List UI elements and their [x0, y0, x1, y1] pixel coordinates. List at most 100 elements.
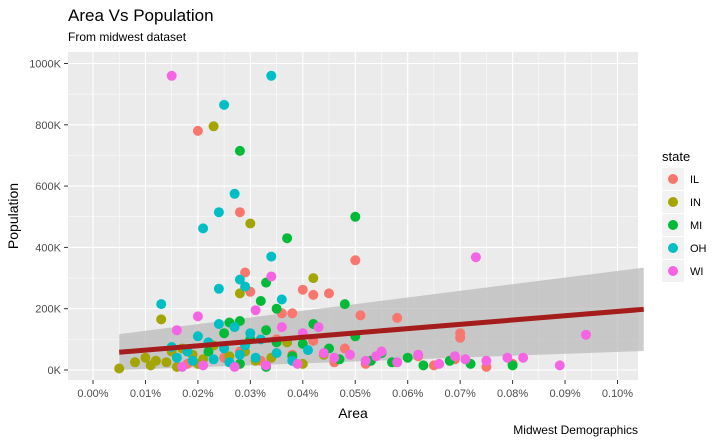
y-tick-label: 400K: [35, 242, 61, 254]
chart-subtitle: From midwest dataset: [68, 30, 187, 44]
data-point-wi: [318, 348, 329, 359]
data-point-mi: [339, 299, 350, 310]
data-point-mi: [507, 360, 518, 371]
data-point-il: [350, 255, 361, 266]
confidence-band: [119, 267, 644, 370]
legend-label: IN: [690, 197, 701, 209]
data-point-wi: [434, 358, 445, 369]
data-point-oh: [213, 207, 224, 218]
data-point-wi: [198, 360, 209, 371]
data-point-wi: [329, 352, 340, 363]
data-point-oh: [245, 328, 256, 339]
y-axis-title: Population: [5, 183, 21, 249]
data-point-mi: [219, 328, 230, 339]
x-tick-label: 0.00%: [77, 388, 108, 400]
y-tick-label: 600K: [35, 181, 61, 193]
x-tick-label: 0.06%: [392, 388, 423, 400]
trend-line: [119, 306, 644, 355]
x-tick-label: 0.08%: [497, 388, 528, 400]
data-point-mi: [203, 346, 214, 357]
data-point-wi: [460, 354, 471, 365]
data-point-oh: [187, 355, 198, 366]
data-point-oh: [192, 331, 203, 342]
legend-swatch: [668, 220, 678, 230]
data-point-oh: [229, 188, 240, 199]
chart-title: Area Vs Population: [68, 6, 214, 25]
data-point-oh: [213, 283, 224, 294]
data-point-mi: [350, 211, 361, 222]
data-point-wi: [502, 352, 513, 363]
legend-swatch: [668, 174, 678, 184]
x-tick-label: 0.04%: [287, 388, 318, 400]
data-point-in: [140, 352, 151, 363]
data-point-wi: [345, 349, 355, 360]
data-point-wi: [192, 311, 203, 322]
x-tick-label: 0.10%: [602, 388, 633, 400]
data-point-wi: [276, 322, 287, 333]
data-point-wi: [250, 305, 261, 316]
legend-swatch: [668, 197, 678, 207]
data-point-wi: [292, 358, 303, 369]
x-axis-ticks: 0.00% 0.01% 0.02% 0.03% 0.04% 0.05% 0.06% 0.07%…: [77, 380, 633, 400]
y-tick-label: 0K: [48, 365, 62, 377]
legend-swatch: [668, 243, 678, 253]
data-point-il: [308, 289, 319, 300]
legend-swatch: [668, 266, 678, 276]
data-point-in: [156, 314, 167, 325]
data-point-il: [240, 267, 251, 278]
data-point-wi: [261, 360, 272, 371]
data-point-oh: [303, 345, 313, 356]
data-point-oh: [234, 274, 245, 285]
data-point-wi: [171, 325, 182, 336]
data-point-il: [324, 288, 334, 299]
data-point-mi: [282, 233, 293, 244]
x-tick-label: 0.01%: [130, 388, 161, 400]
data-point-oh: [276, 294, 287, 305]
data-point-in: [114, 363, 125, 374]
x-axis-title: Area: [338, 405, 368, 421]
data-point-wi: [392, 357, 403, 368]
legend-label: OH: [690, 243, 707, 255]
data-point-oh: [219, 99, 230, 110]
data-point-wi: [554, 360, 565, 371]
data-point-wi: [266, 271, 277, 282]
data-point-wi: [449, 351, 460, 362]
data-point-mi: [402, 352, 413, 363]
data-point-wi: [360, 355, 371, 366]
scatter-points: [114, 70, 591, 374]
data-point-oh: [271, 348, 282, 359]
x-tick-label: 0.05%: [340, 388, 371, 400]
data-point-oh: [213, 319, 224, 329]
data-point-mi: [261, 325, 272, 336]
data-point-il: [355, 310, 366, 321]
data-point-oh: [234, 349, 245, 360]
data-point-wi: [166, 70, 177, 81]
data-point-in: [145, 360, 156, 371]
data-point-il: [392, 312, 403, 323]
data-point-oh: [250, 352, 261, 363]
data-point-mi: [271, 303, 282, 314]
data-point-il: [455, 332, 466, 343]
data-point-oh: [266, 70, 277, 81]
data-point-in: [130, 357, 140, 368]
y-tick-label: 200K: [35, 304, 61, 316]
y-tick-label: 1000K: [29, 59, 61, 71]
data-point-wi: [177, 361, 188, 372]
data-point-mi: [255, 296, 266, 306]
data-point-oh: [156, 299, 167, 310]
legend-label: IL: [690, 174, 699, 186]
legend-label: WI: [690, 266, 703, 278]
data-point-mi: [418, 360, 429, 371]
data-point-oh: [266, 251, 277, 262]
data-point-il: [287, 308, 298, 319]
x-tick-label: 0.09%: [549, 388, 580, 400]
data-point-oh: [229, 322, 240, 333]
data-point-wi: [413, 349, 424, 360]
data-point-il: [234, 207, 245, 218]
data-point-in: [234, 288, 245, 299]
data-point-wi: [371, 351, 382, 362]
legend-title: state: [662, 149, 690, 164]
data-point-mi: [234, 145, 245, 156]
data-point-in: [208, 121, 219, 132]
